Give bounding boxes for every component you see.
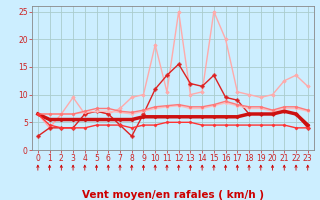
- Text: Vent moyen/en rafales ( km/h ): Vent moyen/en rafales ( km/h ): [82, 190, 264, 200]
